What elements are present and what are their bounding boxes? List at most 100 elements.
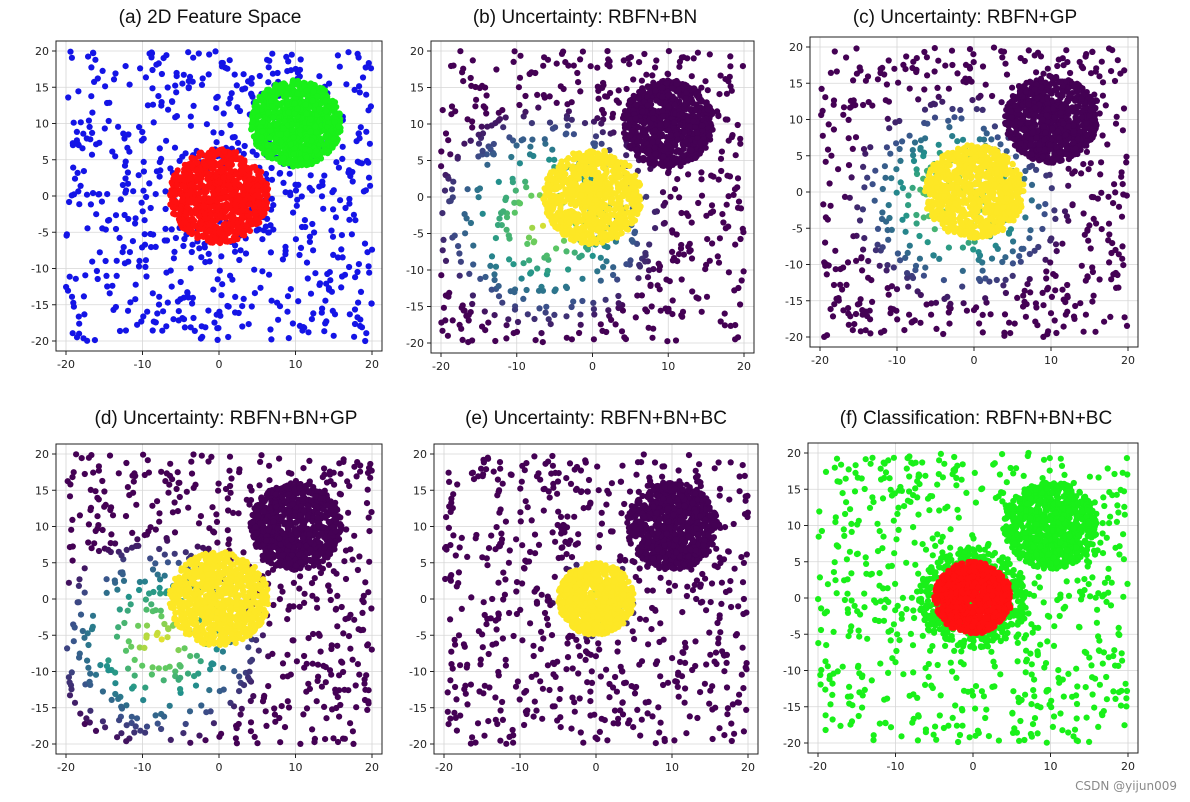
y-tick-label: -20 xyxy=(31,335,49,348)
scatter-point-outlier xyxy=(88,64,95,71)
scatter-point-outlier xyxy=(688,73,695,80)
scatter-point-outlier xyxy=(850,97,857,104)
scatter-point-outlier xyxy=(334,254,342,261)
scatter-point-outlier xyxy=(653,57,660,64)
scatter-point-outlier xyxy=(723,90,731,97)
scatter-point-class-2 xyxy=(257,96,264,103)
scatter-point-outlier xyxy=(342,204,349,212)
scatter-point-class-2 xyxy=(666,161,674,168)
scatter-point-class-1 xyxy=(545,182,552,189)
scatter-point-outlier xyxy=(1009,272,1016,279)
scatter-point-outlier xyxy=(75,88,82,95)
scatter-point-outlier xyxy=(528,120,536,127)
scatter-point-outlier xyxy=(338,232,345,239)
scatter-point-outlier xyxy=(644,274,652,281)
scatter-point-class-2 xyxy=(318,148,325,155)
scatter-point-outlier xyxy=(695,199,702,207)
scatter-point-outlier xyxy=(251,266,258,273)
scatter-point-outlier xyxy=(513,142,520,149)
scatter-point-outlier xyxy=(576,254,583,261)
scatter-point-outlier xyxy=(139,208,146,215)
scatter-point-class-1 xyxy=(182,171,189,178)
scatter-point-class-1 xyxy=(630,173,638,180)
scatter-point-class-2 xyxy=(283,90,290,97)
scatter-point-outlier xyxy=(112,225,120,233)
scatter-point-outlier xyxy=(698,176,705,183)
scatter-point-outlier xyxy=(516,160,524,167)
scatter-point-outlier xyxy=(490,140,497,148)
scatter-point-outlier xyxy=(487,146,494,153)
scatter-point-outlier xyxy=(264,215,271,222)
scatter-point-outlier xyxy=(149,327,156,334)
scatter-point-class-1 xyxy=(560,168,567,175)
scatter-point-outlier xyxy=(737,135,744,142)
scatter-point-outlier xyxy=(120,130,127,137)
scatter-point-outlier xyxy=(312,270,319,277)
scatter-point-outlier xyxy=(647,282,654,289)
scatter-point-outlier xyxy=(536,305,543,312)
scatter-point-outlier xyxy=(603,258,610,265)
scatter-point-outlier xyxy=(103,272,110,279)
scatter-point-outlier xyxy=(902,228,909,235)
scatter-point-outlier xyxy=(717,72,724,79)
x-tick-label: -20 xyxy=(57,358,75,371)
scatter-point-outlier xyxy=(469,300,476,308)
scatter-point-outlier xyxy=(163,137,170,144)
scatter-point-outlier xyxy=(293,202,300,209)
scatter-point-class-2 xyxy=(335,123,342,130)
scatter-point-outlier xyxy=(570,298,577,305)
scatter-point-outlier xyxy=(70,299,77,306)
scatter-point-outlier xyxy=(591,311,598,318)
scatter-point-class-1 xyxy=(212,151,219,159)
scatter-point-class-2 xyxy=(696,92,703,99)
scatter-point-outlier xyxy=(1067,69,1074,77)
scatter-point-outlier xyxy=(159,327,166,334)
scatter-point-class-1 xyxy=(563,157,570,164)
scatter-point-outlier xyxy=(460,78,467,85)
scatter-point-class-1 xyxy=(576,227,583,234)
scatter-point-outlier xyxy=(636,263,644,270)
scatter-point-outlier xyxy=(645,324,652,331)
scatter-point-outlier xyxy=(268,164,275,172)
scatter-point-outlier xyxy=(336,63,343,70)
scatter-point-class-2 xyxy=(651,161,658,168)
scatter-point-outlier xyxy=(724,172,731,179)
scatter-point-outlier xyxy=(117,196,124,203)
scatter-point-outlier xyxy=(172,114,179,121)
scatter-point-outlier xyxy=(592,133,600,140)
scatter-point-outlier xyxy=(469,292,476,299)
scatter-point-class-2 xyxy=(669,85,676,92)
scatter-point-class-2 xyxy=(267,122,274,129)
scatter-point-outlier xyxy=(470,242,477,249)
scatter-point-class-1 xyxy=(618,180,625,187)
scatter-point-outlier xyxy=(242,250,250,257)
scatter-point-class-2 xyxy=(683,89,690,96)
scatter-point-class-2 xyxy=(329,143,336,150)
scatter-point-outlier xyxy=(137,65,144,72)
scatter-point-outlier xyxy=(590,299,597,306)
scatter-point-outlier xyxy=(92,56,99,63)
scatter-point-class-2 xyxy=(671,101,679,108)
scatter-point-class-1 xyxy=(239,191,246,198)
scatter-point-outlier xyxy=(527,143,534,150)
scatter-point-outlier xyxy=(726,73,733,80)
scatter-point-outlier xyxy=(339,143,346,150)
scatter-point-outlier xyxy=(153,61,160,68)
scatter-point-outlier xyxy=(94,275,101,283)
scatter-point-outlier xyxy=(322,297,329,304)
scatter-point-outlier xyxy=(679,313,686,320)
scatter-point-outlier xyxy=(332,214,339,221)
scatter-point-outlier xyxy=(516,74,524,81)
scatter-point-outlier xyxy=(571,249,578,256)
scatter-point-outlier xyxy=(671,186,679,193)
scatter-point-class-1 xyxy=(603,169,610,176)
scatter-point-outlier xyxy=(88,151,96,158)
scatter-point-outlier xyxy=(546,93,553,100)
scatter-point-outlier xyxy=(89,109,96,116)
scatter-point-class-1 xyxy=(232,189,239,196)
panel-title: (c) Uncertainty: RBFN+GP xyxy=(853,7,1077,28)
scatter-point-class-1 xyxy=(199,196,207,203)
scatter-point-class-1 xyxy=(611,206,618,213)
scatter-point-outlier xyxy=(135,263,143,270)
scatter-point-outlier xyxy=(439,210,446,217)
